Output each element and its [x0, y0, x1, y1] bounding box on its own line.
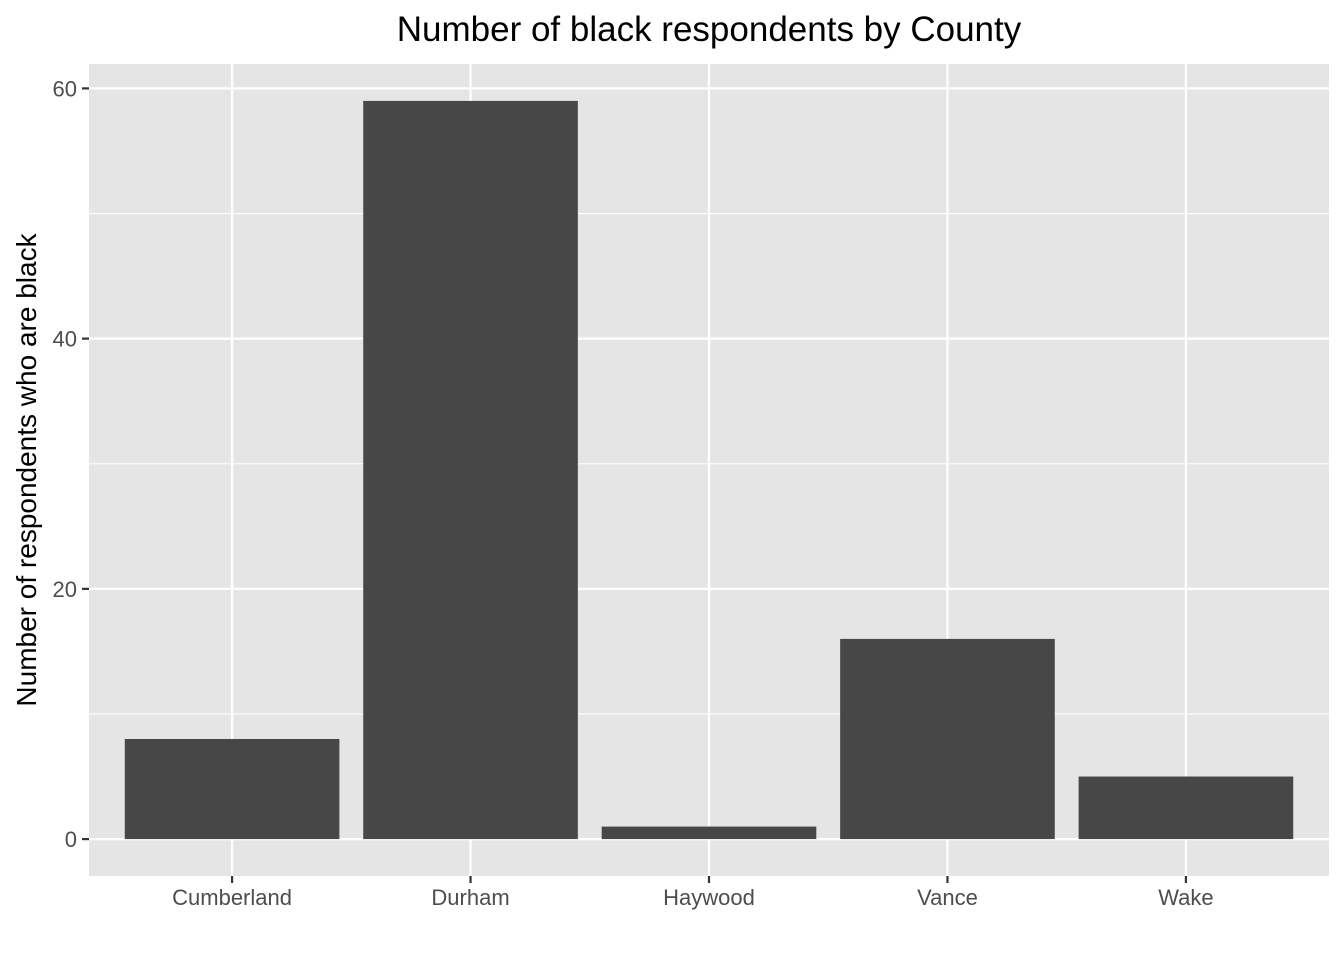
- bars: [124, 100, 1294, 840]
- y-tick-label: 40: [53, 327, 77, 352]
- bar-wake: [1078, 776, 1294, 840]
- bar-haywood: [601, 826, 817, 840]
- x-tick-label: Haywood: [663, 885, 755, 910]
- bar-cumberland: [124, 738, 340, 840]
- bar-durham: [363, 100, 578, 840]
- x-tick-label: Vance: [917, 885, 978, 910]
- bar-vance: [840, 638, 1055, 840]
- x-tick-label: Durham: [431, 885, 509, 910]
- y-tick-label: 0: [65, 827, 77, 852]
- x-tick-label: Cumberland: [172, 885, 292, 910]
- chart-title: Number of black respondents by County: [397, 10, 1022, 49]
- y-axis: 0 20 40 60: [53, 76, 89, 852]
- x-tick-label: Wake: [1158, 885, 1213, 910]
- y-tick-label: 60: [53, 76, 77, 101]
- x-axis: Cumberland Durham Haywood Vance Wake: [172, 876, 1214, 910]
- y-tick-label: 20: [53, 577, 77, 602]
- y-axis-title: Number of respondents who are black: [11, 232, 42, 706]
